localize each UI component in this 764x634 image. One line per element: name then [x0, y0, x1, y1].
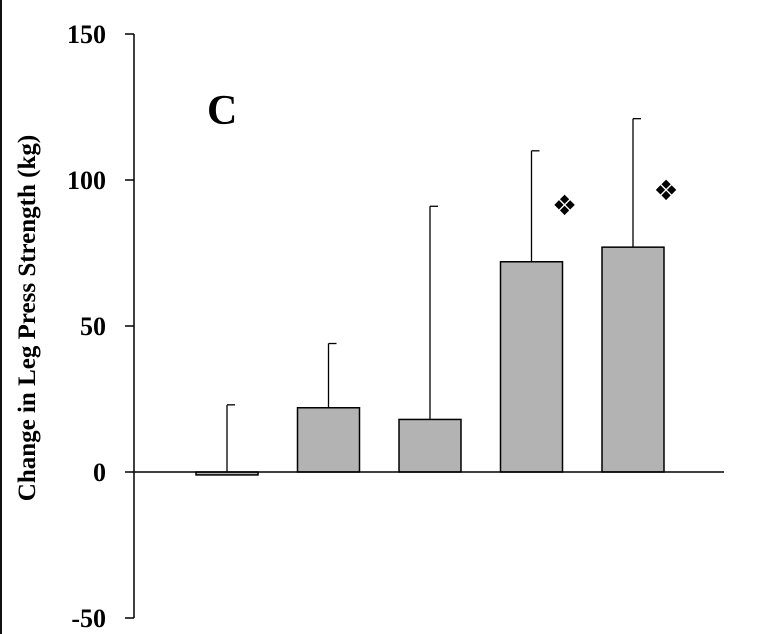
- error-bars: [226, 118, 641, 472]
- bar-4: [499, 261, 564, 473]
- significance-marker-4: ❖: [552, 189, 577, 222]
- y-tick-label: -50: [71, 604, 106, 633]
- bar-2: [296, 407, 361, 473]
- significance-marker-5: ❖: [653, 174, 678, 207]
- bars: [195, 246, 665, 476]
- panel-label: C: [207, 88, 237, 134]
- image-left-border: [0, 0, 2, 634]
- bar-3: [398, 418, 462, 473]
- y-axis: 150 100 50 0 -50: [67, 20, 135, 633]
- y-tick-label: 0: [93, 458, 106, 487]
- y-axis-label: Change in Leg Press Strength (kg): [14, 135, 41, 501]
- y-tick-label: 150: [67, 20, 106, 49]
- bar-5: [601, 246, 665, 473]
- significance-markers: ❖ ❖: [552, 174, 679, 222]
- y-tick-label: 100: [67, 166, 106, 195]
- y-tick-label: 50: [80, 312, 106, 341]
